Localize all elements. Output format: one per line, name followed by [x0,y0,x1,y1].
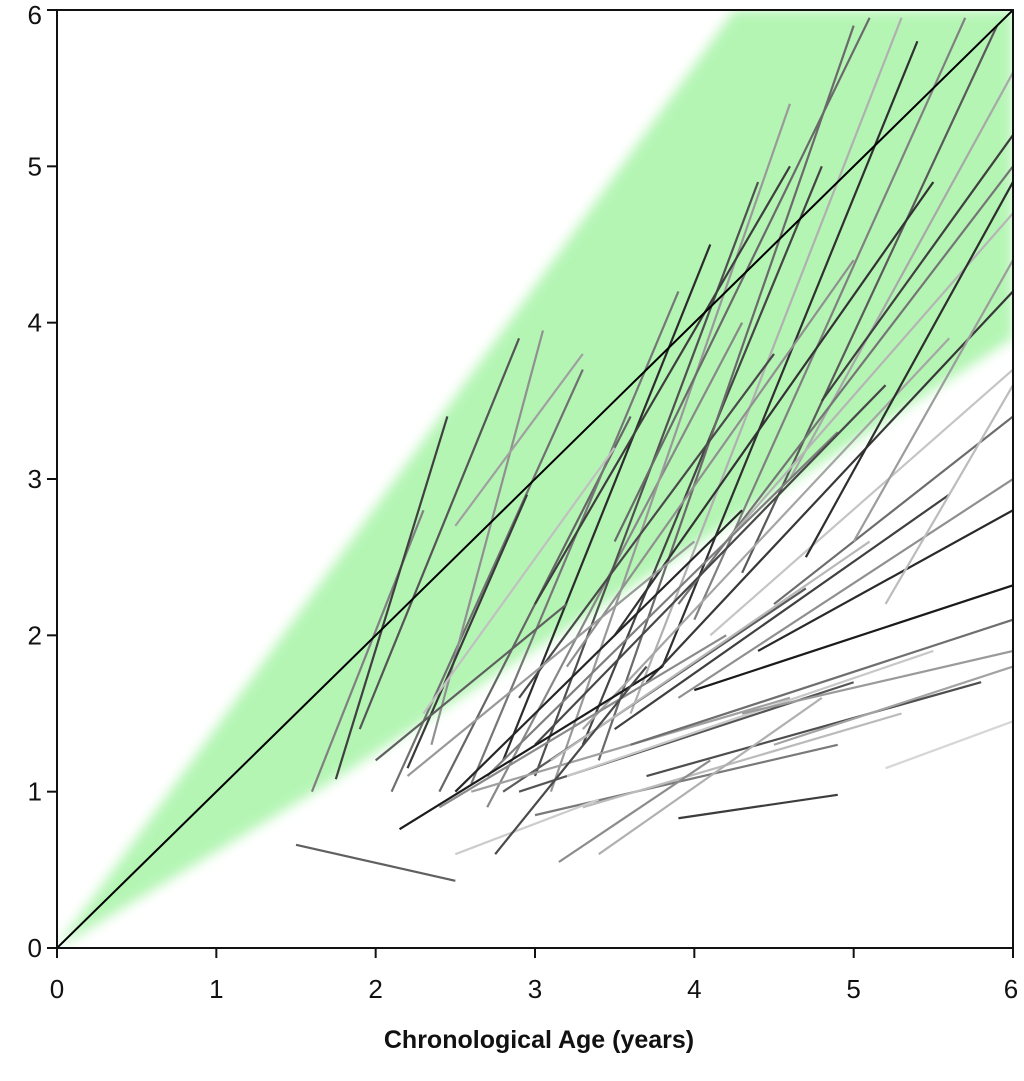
trajectory-line-32 [486,431,839,777]
trajectory-line-44 [757,509,1013,652]
x-tick-label-3: 3 [528,974,542,1004]
trajectory-line-38 [398,665,664,831]
trajectory-line-36 [709,368,1013,637]
y-axis: 0 1 2 3 4 5 6 [28,0,57,963]
trajectory-line-64 [534,165,791,605]
identity-reference-line [57,10,1013,948]
trajectory-line-62 [852,259,1013,543]
trajectory-line-24 [518,353,775,699]
trajectory-line-65 [613,17,871,543]
x-tick-label-1: 1 [209,974,223,1004]
y-tick-label-1: 1 [28,777,42,807]
trajectory-line-20 [741,25,999,574]
trajectory-line-59 [598,696,823,856]
trajectory-line-8 [406,494,529,769]
x-axis-title: Chronological Age (years) [384,1026,694,1054]
trajectory-line-25 [565,259,855,668]
trajectory-line-63 [884,384,1013,605]
y-tick-label-5: 5 [28,151,42,181]
plot-area [57,10,1013,948]
trajectory-line-7 [454,353,584,527]
x-tick-label-6: 6 [1004,974,1018,1004]
trajectory-line-31 [454,509,743,793]
y-tick-label-2: 2 [28,620,42,650]
trajectory-line-19 [693,17,967,621]
series-layer [295,17,1013,882]
trajectory-line-35 [645,290,1013,683]
trajectory-line-45 [693,584,1013,692]
trajectory-line-57 [454,798,600,856]
trajectory-line-23 [422,447,616,715]
trajectory-line-42 [614,493,950,731]
trajectory-line-52 [582,712,902,809]
trajectory-line-39 [438,634,727,809]
trajectory-line-51 [534,743,838,817]
trajectory-line-26 [613,181,935,636]
trajectory-line-3 [334,416,449,780]
trajectory-line-58 [558,759,711,863]
trajectory-line-55 [885,720,1013,770]
trajectory-line-41 [550,540,871,762]
y-tick-label-0: 0 [28,933,42,963]
trajectory-line-48 [566,649,934,778]
trajectory-line-60 [494,665,648,855]
trajectory-line-34 [581,337,951,730]
trajectory-line-43 [677,478,1013,699]
trajectory-line-14 [549,103,791,793]
trajectory-line-29 [374,603,568,762]
y-tick-label-3: 3 [28,464,42,494]
x-axis: 0 1 2 3 4 5 6 [50,948,1018,1004]
trajectory-line-1 [295,843,456,882]
x-tick-label-2: 2 [368,974,382,1004]
trajectory-line-61 [804,181,1013,558]
y-tick-label-6: 6 [28,0,42,30]
trajectory-line-15 [581,165,823,746]
x-tick-label-5: 5 [846,974,860,1004]
trajectory-line-50 [741,649,1013,715]
y-tick-label-4: 4 [28,308,42,338]
trajectory-line-53 [646,681,982,778]
trajectory-line-33 [534,384,887,746]
x-tick-label-4: 4 [687,974,701,1004]
trajectory-line-49 [630,618,1013,746]
trajectory-line-4 [358,337,521,730]
trajectory-line-16 [597,25,855,761]
trajectory-line-30 [406,540,696,777]
trajectory-line-37 [773,415,1013,605]
x-tick-label-0: 0 [50,974,64,1004]
trajectory-line-54 [773,665,1013,746]
trajectory-line-22 [820,134,1013,402]
trajectory-line-56 [678,793,838,820]
